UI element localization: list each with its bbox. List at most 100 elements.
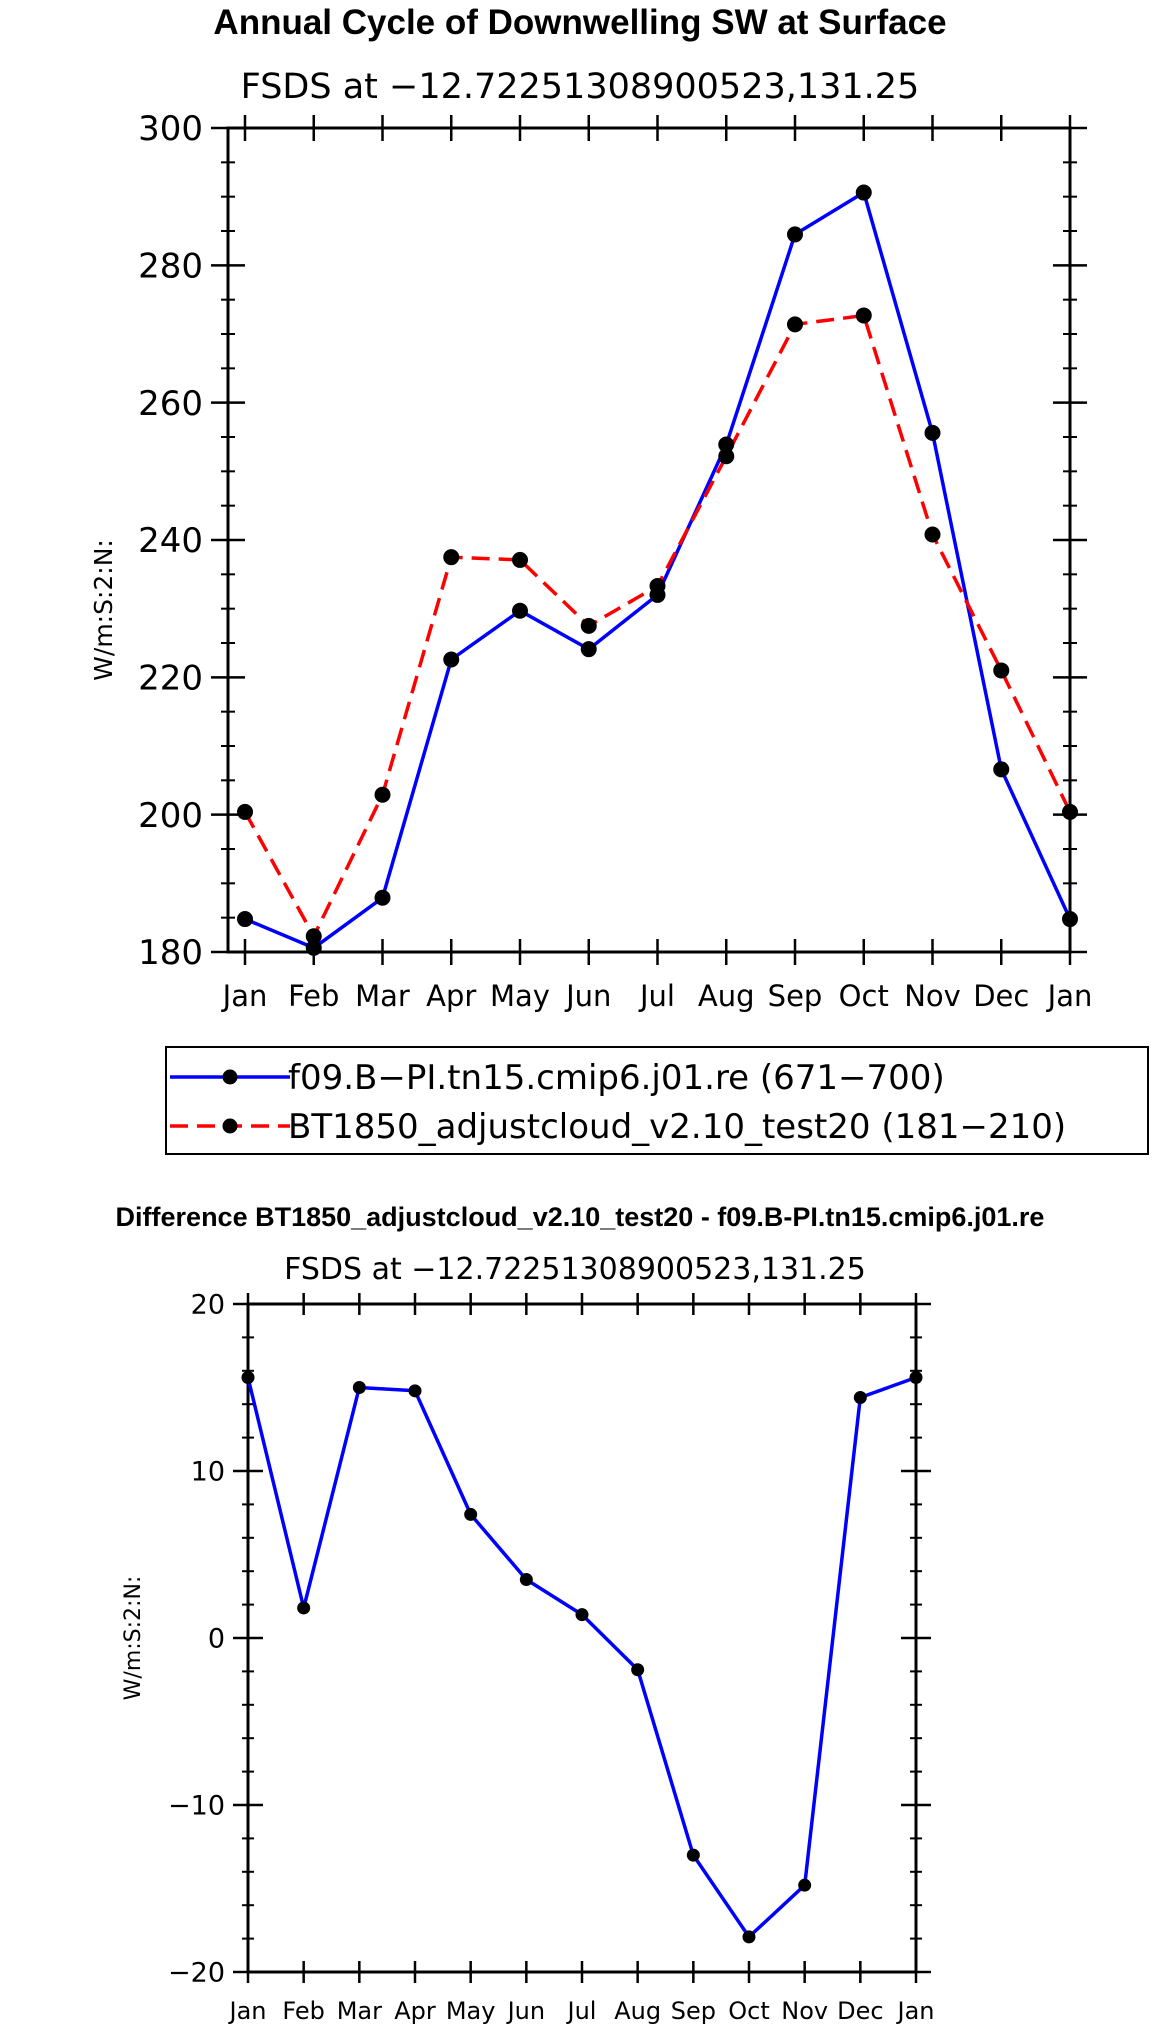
data-point-series-1: [909, 1370, 923, 1384]
x-tick-labels: Jan Feb Mar Apr May Jun Jul Aug Sep Oct Nov Dec Jan: [228, 1997, 935, 2025]
x-tick-label: Oct: [839, 979, 889, 1013]
x-tick-label: Oct: [728, 1997, 770, 2025]
x-tick-label: Sep: [768, 979, 823, 1013]
x-tick-label: Jun: [564, 979, 611, 1013]
y-tick-label: 240: [138, 521, 203, 561]
x-tick-label: Dec: [837, 1997, 883, 2025]
y-tick-labels: 180 200 220 240 260 280 300: [138, 109, 203, 973]
axis-ticks: [233, 1293, 931, 1983]
data-point-series-2: [993, 662, 1010, 679]
data-point-series-1: [512, 602, 528, 619]
data-point-series-1: [297, 1601, 311, 1615]
y-tick-labels: −20 −10 0 10 20: [168, 1290, 225, 1989]
chart-title: Annual Cycle of Downwelling SW at Surfac…: [213, 3, 946, 42]
x-tick-label: Jan: [896, 1997, 935, 2025]
y-tick-label: 0: [208, 1624, 225, 1655]
y-tick-label: 180: [138, 933, 203, 973]
x-tick-label: Aug: [698, 979, 755, 1013]
data-point-series-2: [718, 448, 735, 465]
x-tick-label: Nov: [904, 979, 961, 1013]
x-tick-label: Apr: [426, 979, 476, 1013]
data-point-series-1: [408, 1384, 422, 1398]
chart-subtitle: FSDS at −12.72251308900523,131.25: [284, 1252, 866, 1287]
chart-subtitle: FSDS at −12.72251308900523,131.25: [241, 67, 920, 107]
data-point-series-1: [924, 424, 941, 441]
y-tick-label: 200: [138, 796, 203, 836]
legend: f09.B−PI.tn15.cmip6.j01.re (671−700) BT1…: [165, 1046, 1149, 1155]
data-point-series-1: [631, 1663, 645, 1677]
data-point-series-1: [305, 939, 322, 956]
x-tick-label: Aug: [614, 1997, 661, 2025]
x-tick-label: May: [490, 979, 550, 1013]
y-tick-label: −10: [168, 1791, 225, 1822]
data-point-series-2: [237, 803, 253, 820]
data-point-series-2: [1062, 803, 1078, 820]
x-tick-label: Jan: [221, 979, 268, 1013]
data-point-series-1: [519, 1573, 533, 1587]
y-axis-label: W/m:S:2:N:: [89, 539, 118, 681]
series-line-1: [246, 1375, 917, 1939]
data-point-series-1: [742, 1930, 756, 1944]
data-point-series-2: [443, 549, 460, 566]
legend-label-series-1: f09.B−PI.tn15.cmip6.j01.re (671−700): [288, 1058, 945, 1098]
plot-frame: [226, 126, 1072, 954]
x-tick-label: Jan: [1046, 979, 1093, 1013]
y-tick-label: 300: [138, 109, 203, 149]
data-point-series-2: [924, 526, 941, 543]
data-point-series-1: [352, 1381, 366, 1394]
y-tick-label: −20: [168, 1958, 225, 1989]
data-point-series-1: [718, 436, 735, 453]
legend-marker-series-1: [222, 1069, 238, 1085]
data-point-series-2: [580, 617, 597, 634]
data-point-series-1: [787, 226, 803, 243]
series-line-2: [243, 313, 1072, 938]
data-point-series-2: [855, 307, 872, 324]
y-tick-label: 280: [138, 247, 203, 287]
y-tick-label: 220: [138, 659, 203, 699]
x-tick-label: Sep: [671, 1997, 716, 2025]
legend-marker-series-2: [222, 1118, 238, 1134]
x-tick-labels: Jan Feb Mar Apr May Jun Jul Aug Sep Oct Nov Dec Jan: [221, 979, 1093, 1013]
x-tick-label: Jan: [228, 1997, 267, 2025]
y-tick-label: 20: [191, 1290, 225, 1321]
data-point-series-1: [993, 761, 1010, 778]
data-point-series-1: [464, 1507, 478, 1521]
data-point-series-1: [853, 1391, 867, 1405]
x-tick-label: Jul: [566, 1997, 597, 2025]
legend-box: [165, 1046, 1149, 1155]
y-tick-label: 260: [138, 384, 203, 424]
x-tick-label: Nov: [781, 1997, 828, 2025]
annual-cycle-chart: Annual Cycle of Downwelling SW at Surfac…: [89, 3, 1092, 1013]
legend-label-series-2: BT1850_adjustcloud_v2.10_test20 (181−210…: [288, 1107, 1066, 1147]
data-point-series-1: [443, 651, 460, 668]
x-tick-label: Mar: [337, 1997, 382, 2025]
data-point-series-2: [305, 928, 322, 945]
series-group: [237, 184, 1078, 956]
y-axis-label: W/m:S:2:N:: [121, 1576, 146, 1701]
x-tick-label: Jul: [638, 979, 675, 1013]
data-point-series-1: [798, 1878, 812, 1892]
x-tick-label: Feb: [282, 1997, 325, 2025]
data-point-series-2: [649, 578, 666, 595]
x-tick-label: Jun: [506, 1997, 546, 2025]
data-point-series-1: [237, 911, 253, 928]
data-point-series-1: [575, 1608, 589, 1622]
data-point-series-2: [787, 316, 803, 333]
x-tick-label: May: [446, 1997, 496, 2025]
plot-frame: [246, 1302, 918, 1974]
data-point-series-1: [686, 1848, 700, 1862]
x-tick-label: Mar: [355, 979, 410, 1013]
data-point-series-1: [374, 889, 391, 906]
series-group: [241, 1370, 923, 1944]
difference-chart: Difference BT1850_adjustcloud_v2.10_test…: [116, 1202, 1045, 2025]
data-point-series-1: [241, 1370, 255, 1384]
data-point-series-2: [374, 786, 391, 803]
chart-title: Difference BT1850_adjustcloud_v2.10_test…: [116, 1202, 1045, 1232]
x-tick-label: Feb: [288, 979, 339, 1013]
x-tick-label: Dec: [973, 979, 1029, 1013]
data-point-series-1: [855, 184, 872, 201]
data-point-series-1: [580, 641, 597, 658]
data-point-series-2: [512, 551, 528, 568]
series-line-1: [244, 190, 1072, 950]
